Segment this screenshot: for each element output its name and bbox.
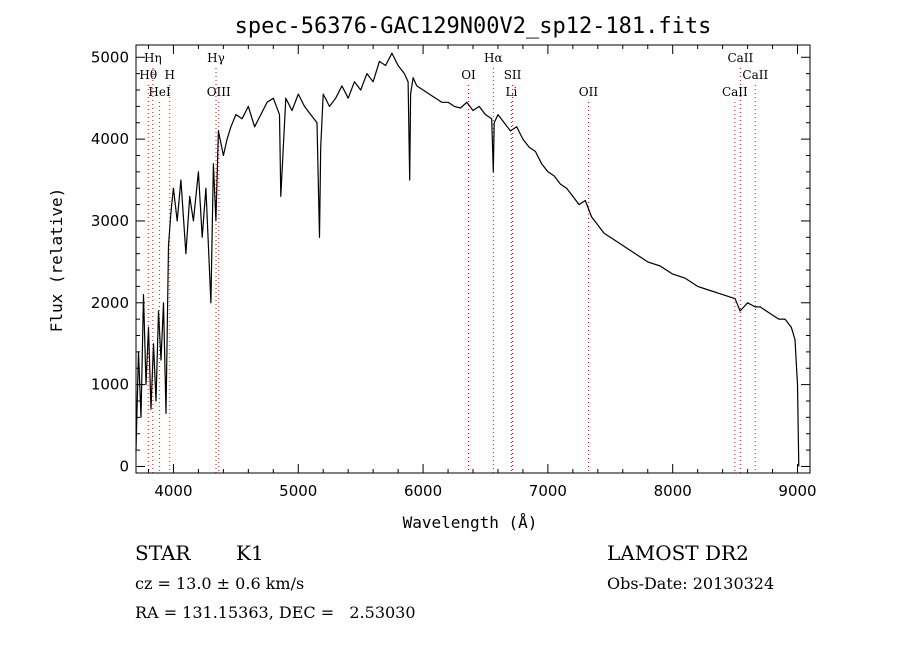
plot-axes: 4000 5000 6000 7000 8000 9000 0 1000 2000 3000 400…: [91, 44, 817, 500]
x-tick-label: 7000: [529, 482, 567, 500]
x-tick-label: 8000: [654, 482, 692, 500]
line-label-12: CaII: [742, 68, 768, 82]
y-tick-label: 5000: [91, 48, 129, 66]
observation-date: Obs-Date: 20130324: [607, 574, 775, 593]
line-label-7: OI: [461, 68, 476, 82]
line-label-8: SII: [504, 68, 522, 82]
redshift-velocity: cz = 13.0 ± 0.6 km/s: [135, 574, 305, 593]
line-label-3: HeI: [148, 85, 171, 99]
line-label-13: CaII: [722, 85, 748, 99]
line-labels: Hη Hθ H HeI Hγ OIII Hα OI SII Li OII CaII CaII CaII: [139, 51, 768, 99]
spectrum-line-0: [135, 52, 800, 467]
plot-frame: [135, 44, 811, 474]
line-label-1: Hθ: [139, 68, 157, 82]
line-label-10: OII: [579, 85, 599, 99]
x-axis-label: Wavelength (Å): [403, 513, 538, 532]
x-tick-label: 9000: [778, 482, 816, 500]
x-tick-label: 5000: [279, 482, 317, 500]
y-axis-label: Flux (relative): [47, 188, 66, 333]
chart-title: spec-56376-GAC129N00V2_sp12-181.fits: [235, 14, 712, 39]
y-tick-label: 1000: [91, 376, 129, 394]
line-label-9: Li: [506, 85, 518, 99]
line-label-11: CaII: [727, 51, 753, 65]
line-label-2: H: [164, 68, 174, 82]
line-label-5: OIII: [207, 85, 231, 99]
x-tick-label: 6000: [404, 482, 442, 500]
line-label-0: Hη: [144, 51, 162, 65]
y-tick-label: 3000: [91, 212, 129, 230]
spectral-line-markers: [147, 68, 756, 473]
y-tick-label: 4000: [91, 130, 129, 148]
object-subclass: K1: [236, 541, 264, 565]
coordinates: RA = 131.15363, DEC = 2.53030: [135, 603, 416, 622]
object-class: STAR: [135, 541, 191, 565]
y-tick-label: 0: [119, 457, 129, 475]
line-label-6: Hα: [484, 51, 503, 65]
spectrum-series: [135, 52, 800, 467]
survey-label: LAMOST DR2: [607, 541, 749, 565]
line-label-4: Hγ: [207, 51, 225, 65]
y-tick-label: 2000: [91, 294, 129, 312]
x-tick-label: 4000: [154, 482, 192, 500]
